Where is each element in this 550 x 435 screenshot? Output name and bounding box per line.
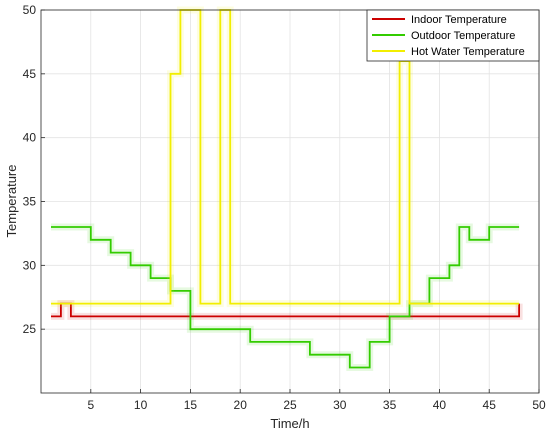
y-tick-label: 45: [23, 67, 37, 81]
x-tick-label: 30: [333, 398, 347, 412]
y-axis-label: Temperature: [4, 165, 19, 238]
y-axis-ticks: 25 30 35 40 45 50: [23, 3, 45, 336]
x-axis-label: Time/h: [270, 416, 309, 431]
x-tick-label: 15: [184, 398, 198, 412]
y-tick-label: 25: [23, 322, 37, 336]
legend: Indoor Temperature Outdoor Temperature H…: [366, 9, 540, 62]
legend-label-indoor: Indoor Temperature: [411, 14, 507, 26]
x-tick-label: 10: [134, 398, 148, 412]
legend-label-outdoor: Outdoor Temperature: [411, 30, 515, 42]
x-tick-label: 40: [433, 398, 447, 412]
y-tick-label: 30: [23, 258, 37, 272]
legend-label-hot-water: Hot Water Temperature: [411, 46, 525, 58]
x-tick-label: 50: [532, 398, 546, 412]
x-tick-label: 25: [283, 398, 297, 412]
x-tick-label: 45: [483, 398, 497, 412]
x-tick-label: 20: [234, 398, 248, 412]
x-tick-label: 35: [383, 398, 397, 412]
x-tick-label: 5: [87, 398, 94, 412]
y-tick-label: 40: [23, 131, 37, 145]
y-tick-label: 35: [23, 195, 37, 209]
y-tick-label: 50: [23, 3, 37, 17]
outdoor-temperature-line: [51, 226, 520, 369]
x-axis-ticks: 5 10 15 20 25 30 35 40 45 50: [87, 389, 546, 412]
